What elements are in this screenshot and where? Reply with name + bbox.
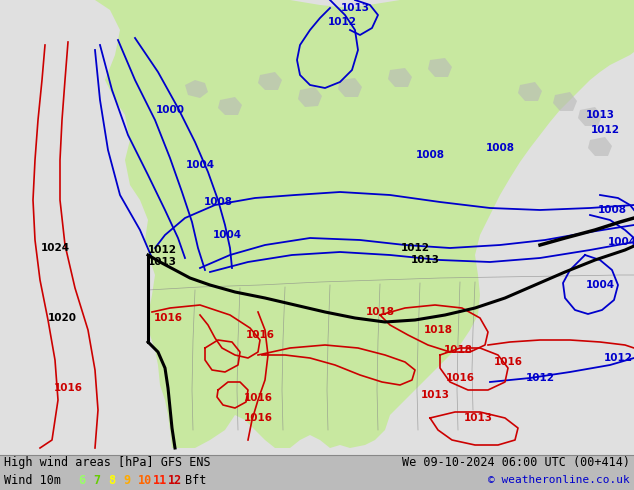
Polygon shape — [388, 68, 412, 87]
Polygon shape — [553, 92, 577, 111]
Text: 1016: 1016 — [153, 313, 183, 323]
Text: 1016: 1016 — [493, 357, 522, 367]
Text: 1012: 1012 — [526, 373, 555, 383]
Text: 7: 7 — [93, 473, 100, 487]
Text: 9: 9 — [123, 473, 130, 487]
Text: 12: 12 — [168, 473, 182, 487]
Text: 1008: 1008 — [486, 143, 515, 153]
Text: 1008: 1008 — [415, 150, 444, 160]
Text: 11: 11 — [153, 473, 167, 487]
Text: 1004: 1004 — [185, 160, 214, 170]
Polygon shape — [218, 97, 242, 115]
Text: 1004: 1004 — [212, 230, 242, 240]
Polygon shape — [258, 72, 282, 90]
Text: 1018: 1018 — [444, 345, 472, 355]
Text: 1018: 1018 — [424, 325, 453, 335]
Text: 1012: 1012 — [328, 17, 356, 27]
Polygon shape — [588, 137, 612, 156]
Text: 1016: 1016 — [53, 383, 82, 393]
Text: 1016: 1016 — [446, 373, 474, 383]
Bar — [0, 455, 634, 490]
Polygon shape — [578, 107, 602, 126]
Text: © weatheronline.co.uk: © weatheronline.co.uk — [488, 475, 630, 485]
Text: 1012: 1012 — [590, 125, 619, 135]
Text: 1013: 1013 — [420, 390, 450, 400]
Text: 1008: 1008 — [204, 197, 233, 207]
Text: 1013: 1013 — [410, 255, 439, 265]
Text: 1013: 1013 — [148, 257, 176, 267]
Text: 1013: 1013 — [586, 110, 614, 120]
Text: 1013: 1013 — [340, 3, 370, 13]
Text: High wind areas [hPa] GFS ENS: High wind areas [hPa] GFS ENS — [4, 456, 210, 468]
Text: 1008: 1008 — [597, 205, 626, 215]
Text: 1024: 1024 — [41, 243, 70, 253]
Text: 1012: 1012 — [604, 353, 633, 363]
Text: 1016: 1016 — [245, 330, 275, 340]
Polygon shape — [428, 58, 452, 77]
Text: 8: 8 — [108, 473, 115, 487]
Polygon shape — [338, 78, 362, 97]
Text: 1012: 1012 — [401, 243, 429, 253]
Text: Wind 10m: Wind 10m — [4, 473, 61, 487]
Polygon shape — [518, 82, 542, 101]
Text: 1004: 1004 — [585, 280, 614, 290]
Text: Bft: Bft — [185, 473, 207, 487]
Text: 1012: 1012 — [148, 245, 176, 255]
Text: 1016: 1016 — [243, 393, 273, 403]
Text: 1013: 1013 — [463, 413, 493, 423]
Polygon shape — [298, 87, 322, 107]
Text: 1000: 1000 — [155, 105, 184, 115]
Text: 1018: 1018 — [365, 307, 394, 317]
Text: 10: 10 — [138, 473, 152, 487]
Text: 6: 6 — [78, 473, 85, 487]
Text: We 09-10-2024 06:00 UTC (00+414): We 09-10-2024 06:00 UTC (00+414) — [402, 456, 630, 468]
Text: 1016: 1016 — [243, 413, 273, 423]
Polygon shape — [95, 0, 634, 448]
Text: 1020: 1020 — [48, 313, 77, 323]
Text: 1004: 1004 — [607, 237, 634, 247]
Polygon shape — [185, 80, 208, 98]
